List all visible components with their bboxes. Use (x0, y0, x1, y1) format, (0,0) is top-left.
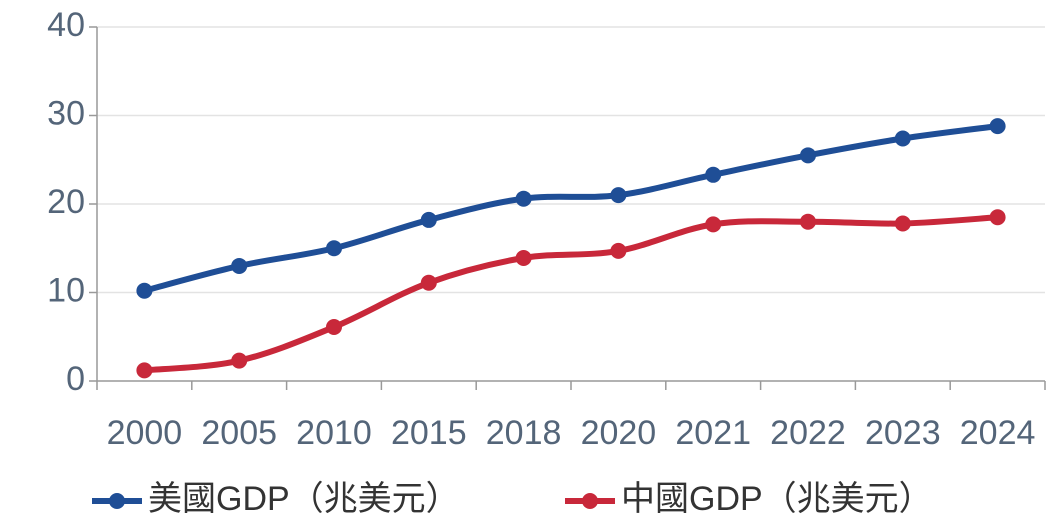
point (894, 130, 911, 147)
point (989, 209, 1006, 226)
point (989, 118, 1006, 135)
legend-marker (109, 493, 125, 509)
y-tick-label: 10 (47, 271, 85, 309)
x-tick-label: 2024 (960, 414, 1036, 452)
y-tick-label: 40 (47, 6, 85, 44)
point (705, 216, 722, 233)
point (420, 274, 437, 291)
x-tick-label: 2015 (391, 414, 467, 452)
x-tick-label: 2021 (675, 414, 751, 452)
x-tick-label: 2010 (296, 414, 372, 452)
point (800, 213, 816, 230)
point (326, 240, 342, 257)
point (326, 319, 342, 336)
point (610, 242, 627, 259)
point (231, 352, 248, 369)
legend-label: 中國GDP（兆美元） (621, 480, 933, 518)
legend-marker (582, 493, 598, 509)
y-tick-label: 30 (47, 94, 85, 132)
point (894, 215, 911, 232)
line (144, 214, 998, 374)
point (515, 249, 532, 266)
line (143, 123, 998, 294)
y-tick-label: 0 (66, 360, 85, 398)
x-tick-label: 2020 (581, 414, 657, 452)
x-tick-label: 2018 (486, 414, 562, 452)
point (610, 187, 627, 204)
point (136, 282, 153, 299)
x-tick-label: 2022 (770, 414, 846, 452)
y-tick-label: 20 (47, 183, 85, 221)
point (515, 190, 532, 207)
x-tick-label: 2005 (201, 414, 277, 452)
x-tick-label: 2000 (107, 414, 183, 452)
point (420, 211, 437, 228)
point (136, 362, 153, 379)
legend-label: 美國GDP（兆美元） (148, 480, 460, 518)
point (231, 257, 248, 274)
point (800, 147, 816, 164)
x-tick-label: 2023 (865, 414, 941, 452)
point (705, 166, 722, 183)
